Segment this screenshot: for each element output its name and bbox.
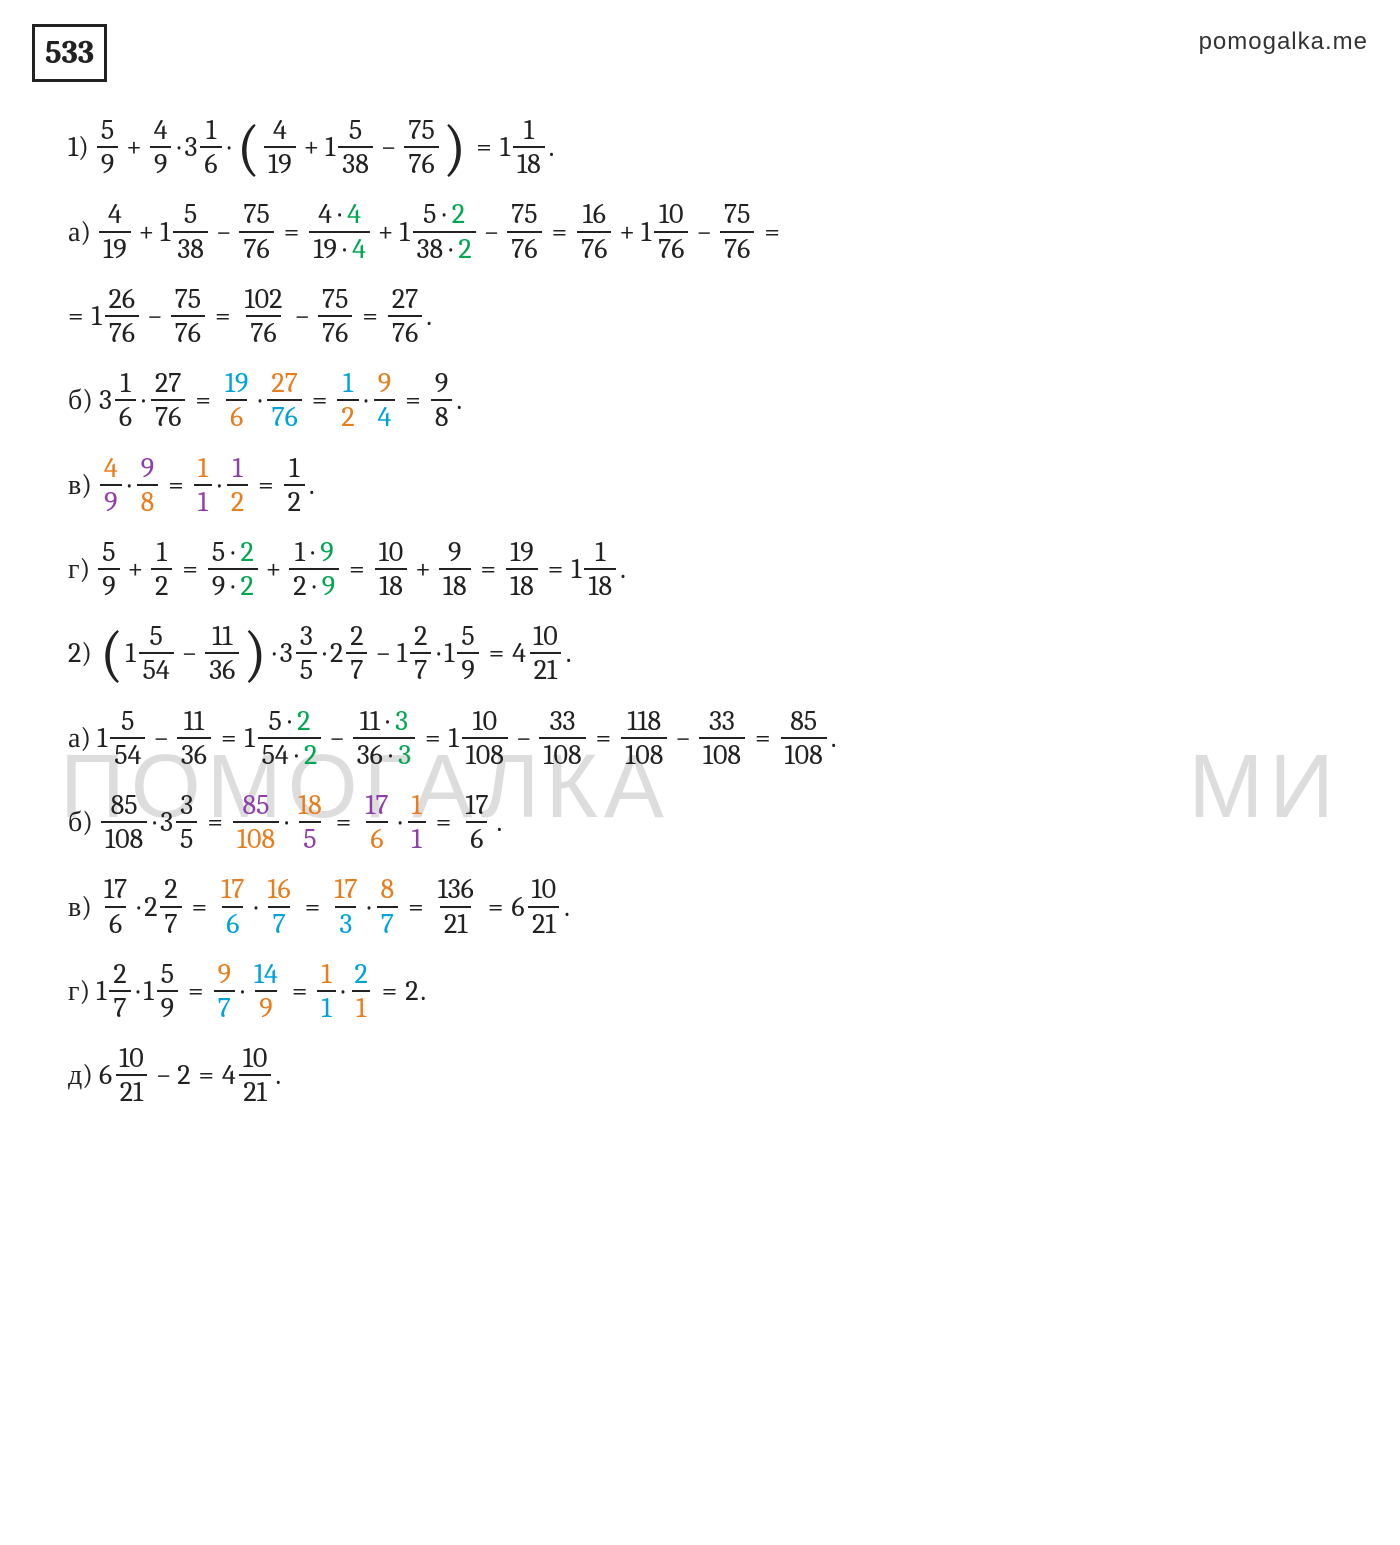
frac: 49 (150, 114, 172, 180)
content: 533 pomogalka.me 1) 59 + 49 · 316 · ( 41… (32, 24, 1368, 1109)
p1-a-l2: = 12676 − 7576 = 10276 − 7576 = 2776 . (32, 283, 1368, 349)
p2-main: 2) ( 1554 − 1136 ) · 335 · 227 − 127 · 1… (32, 620, 1368, 686)
minus: − (381, 126, 397, 168)
dot: · (228, 126, 231, 168)
p2-b: б) 85108 · 335 = 85108 · 185 = 176 · 11 … (32, 789, 1368, 855)
problem-number: 533 (32, 24, 107, 82)
p1-num: 1) (68, 126, 89, 168)
period: . (549, 126, 555, 168)
plus: + (304, 126, 320, 168)
lparen: ( (237, 134, 261, 165)
mixed: 1538 (325, 114, 375, 180)
lbl-a: а) (68, 211, 91, 253)
p1-g: г) 59 + 12 = 5 · 29 · 2 + 1 · 92 · 9 = 1… (32, 536, 1368, 602)
dot: · (178, 126, 181, 168)
p2-g: г) 127 · 159 = 97 · 149 = 11 · 21 = 2 . (32, 958, 1368, 1024)
p1-a-l1: а) 419 + 1538 − 7576 = 4 · 419 · 4 + 15 … (32, 198, 1368, 264)
p2-v: в) 176 · 227 = 176 · 167 = 173 · 87 = 13… (32, 873, 1368, 939)
frac: 59 (97, 114, 118, 180)
mixed: 316 (185, 114, 224, 180)
p1-b: б) 316 · 2776 = 196 · 2776 = 12 · 94 = 9… (32, 367, 1368, 433)
p2-a: а) 1554 − 1136 = 15 · 254 · 2 − 11 · 336… (32, 705, 1368, 771)
eq: = (476, 126, 492, 168)
plus: + (126, 126, 142, 168)
header: 533 pomogalka.me (32, 24, 1368, 82)
mixed: 1118 (500, 114, 547, 180)
rparen: ) (443, 134, 467, 165)
p1-v: в) 49 · 98 = 11 · 12 = 12 . (32, 452, 1368, 518)
p1-main: 1) 59 + 49 · 316 · ( 419 + 1538 − 7576 )… (32, 114, 1368, 180)
p2-d: д) 61021 − 2 = 41021 . (32, 1042, 1368, 1108)
frac: 419 (264, 114, 296, 180)
frac: 7576 (404, 114, 438, 180)
site-label: pomogalka.me (1199, 24, 1368, 60)
